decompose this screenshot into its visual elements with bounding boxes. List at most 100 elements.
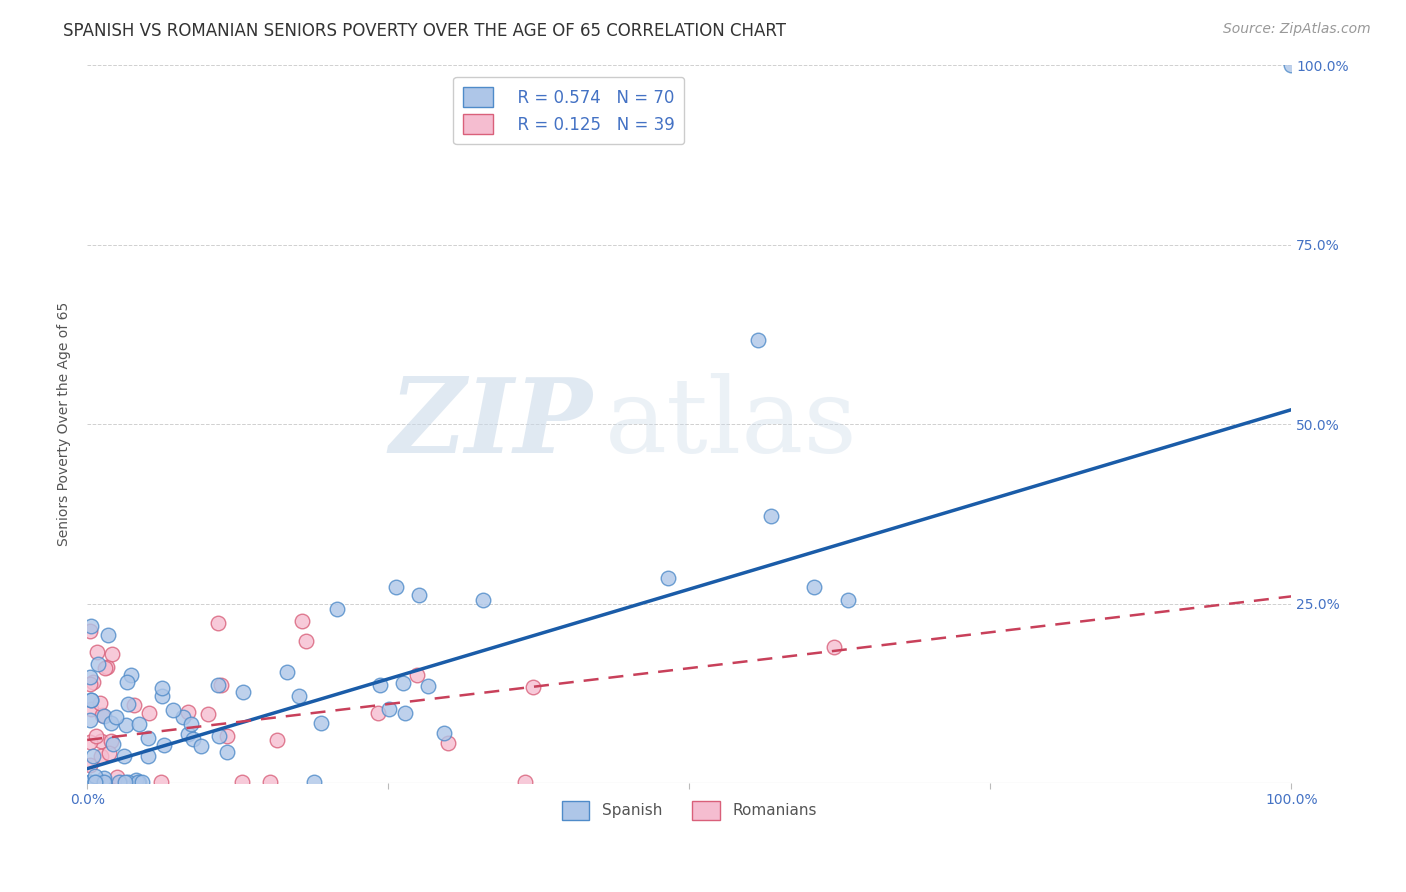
Point (288, 689, 311, 703)
Point (259, 775, 281, 789)
Point (91, 775, 114, 789)
Point (231, 775, 253, 789)
Point (291, 614, 314, 628)
Point (79, 775, 101, 789)
Point (83, 775, 105, 789)
Point (217, 745, 239, 759)
Point (394, 706, 416, 721)
Point (114, 775, 136, 789)
Point (384, 580, 406, 594)
Text: SPANISH VS ROMANIAN SENIORS POVERTY OVER THE AGE OF 65 CORRELATION CHART: SPANISH VS ROMANIAN SENIORS POVERTY OVER… (63, 22, 786, 40)
Point (266, 733, 288, 747)
Point (79, 677, 101, 691)
Point (128, 716, 150, 731)
Point (295, 633, 318, 648)
Y-axis label: Seniors Poverty Over the Age of 65: Seniors Poverty Over the Age of 65 (58, 302, 72, 546)
Point (84, 769, 107, 783)
Point (657, 570, 679, 584)
Point (180, 717, 202, 731)
Point (803, 580, 825, 594)
Point (93, 775, 115, 789)
Point (172, 710, 194, 724)
Point (232, 685, 254, 699)
Point (747, 333, 769, 347)
Point (162, 703, 184, 717)
Point (79, 624, 101, 638)
Point (302, 775, 325, 789)
Point (150, 689, 173, 703)
Text: atlas: atlas (605, 373, 858, 475)
Point (80, 619, 103, 633)
Point (207, 616, 229, 631)
Point (131, 775, 153, 789)
Point (326, 601, 349, 615)
Point (79, 758, 101, 772)
Point (100, 715, 122, 730)
Point (367, 706, 389, 721)
Point (115, 674, 138, 689)
Point (149, 775, 172, 789)
Point (89, 775, 111, 789)
Point (181, 731, 204, 746)
Point (418, 679, 440, 693)
Point (100, 733, 122, 747)
Point (79, 734, 101, 748)
Point (80, 702, 103, 716)
Point (177, 705, 200, 719)
Point (103, 737, 125, 751)
Point (108, 775, 131, 789)
Point (96, 660, 118, 674)
Point (433, 726, 456, 740)
Point (761, 509, 783, 524)
Point (177, 727, 200, 741)
Point (93, 661, 115, 675)
Point (276, 665, 298, 680)
Text: ZIP: ZIP (389, 374, 593, 475)
Point (197, 707, 219, 722)
Point (114, 718, 136, 732)
Point (117, 698, 139, 712)
Point (127, 775, 149, 789)
Point (136, 731, 159, 745)
Point (370, 677, 392, 691)
Point (128, 775, 150, 789)
Point (93, 771, 115, 785)
Point (104, 709, 127, 723)
Point (93, 708, 115, 723)
Point (436, 735, 458, 749)
Point (311, 715, 333, 730)
Point (101, 647, 124, 661)
Point (408, 588, 430, 602)
Point (472, 593, 495, 607)
Point (84, 729, 107, 743)
Point (122, 698, 145, 712)
Point (82, 749, 104, 764)
Point (97, 628, 120, 642)
Point (86, 775, 108, 789)
Point (153, 738, 176, 752)
Point (79, 713, 101, 727)
Point (405, 668, 427, 682)
Point (89, 696, 111, 710)
Point (98, 746, 121, 760)
Point (79, 693, 101, 707)
Point (82, 675, 104, 690)
Point (90, 748, 112, 763)
Point (105, 770, 128, 784)
Point (1279, 58, 1302, 72)
Point (112, 748, 135, 763)
Point (207, 678, 229, 692)
Point (120, 667, 142, 681)
Point (91, 708, 114, 723)
Point (190, 739, 212, 754)
Point (87, 657, 110, 671)
Point (823, 640, 845, 655)
Point (84, 775, 107, 789)
Point (79, 670, 101, 684)
Point (90, 734, 112, 748)
Point (86, 644, 108, 658)
Point (208, 729, 231, 743)
Point (209, 678, 232, 692)
Point (108, 775, 131, 789)
Point (136, 748, 159, 763)
